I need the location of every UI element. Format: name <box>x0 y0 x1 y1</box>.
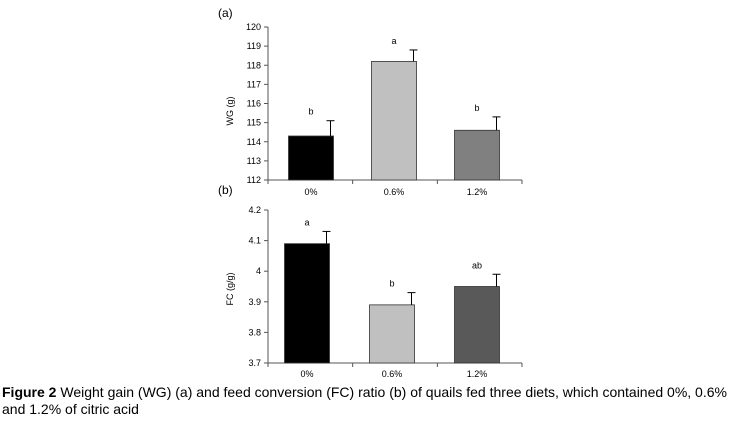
y-tick-label: 4.2 <box>248 205 261 215</box>
panel-label: (a) <box>218 6 233 20</box>
figure-caption: Figure 2 Weight gain (WG) (a) and feed c… <box>2 384 746 418</box>
x-tick-label: 0% <box>304 187 317 197</box>
x-tick-label: 0% <box>300 369 313 379</box>
x-tick-label: 0.6% <box>382 369 403 379</box>
y-axis-label: FC (g/g) <box>225 272 235 305</box>
y-tick-label: 116 <box>247 99 261 109</box>
y-tick-label: 113 <box>247 156 261 166</box>
y-tick-label: 4 <box>256 266 261 276</box>
y-tick-label: 3.7 <box>248 358 261 368</box>
bar <box>369 304 415 364</box>
y-tick-label: 117 <box>247 79 261 89</box>
y-tick-label: 115 <box>247 118 261 128</box>
significance-label: a <box>391 36 396 46</box>
y-tick-label: 112 <box>247 175 261 185</box>
significance-label: a <box>304 217 309 227</box>
bar <box>454 286 500 364</box>
chart-panel-a: (a) WG (g) 112 113 114 115 116 117 118 119 120 b 0% a… <box>218 6 523 197</box>
bar <box>371 61 417 181</box>
x-tick-label: 0.6% <box>384 187 405 197</box>
y-tick-label: 119 <box>247 41 261 51</box>
significance-label: ab <box>472 260 482 270</box>
significance-label: b <box>389 279 394 289</box>
y-tick-label: 3.8 <box>248 327 261 337</box>
y-tick-label: 120 <box>246 22 261 32</box>
x-tick-label: 1.2% <box>467 187 488 197</box>
chart-panel-b: (b) FC (g/g) 3.7 3.8 3.9 4 4.1 4.2 a 0% b 0.6% ab 1.2… <box>218 183 523 379</box>
x-tick-label: 1.2% <box>467 369 488 379</box>
bar <box>288 135 334 181</box>
panel-label: (b) <box>218 183 233 197</box>
y-axis-label: WG (g) <box>225 97 235 126</box>
y-tick-label: 114 <box>247 137 261 147</box>
y-tick-label: 3.9 <box>248 297 261 307</box>
significance-label: b <box>474 103 479 113</box>
figure: (a) WG (g) 112 113 114 115 116 117 118 119 120 b 0% a… <box>218 6 523 379</box>
bar <box>284 243 330 364</box>
bar <box>454 129 500 181</box>
caption-label: Figure 2 <box>2 384 57 400</box>
y-tick-label: 4.1 <box>248 236 261 246</box>
caption-text: Weight gain (WG) (a) and feed conversion… <box>2 384 727 417</box>
significance-label: b <box>308 107 313 117</box>
y-tick-label: 118 <box>247 60 261 70</box>
